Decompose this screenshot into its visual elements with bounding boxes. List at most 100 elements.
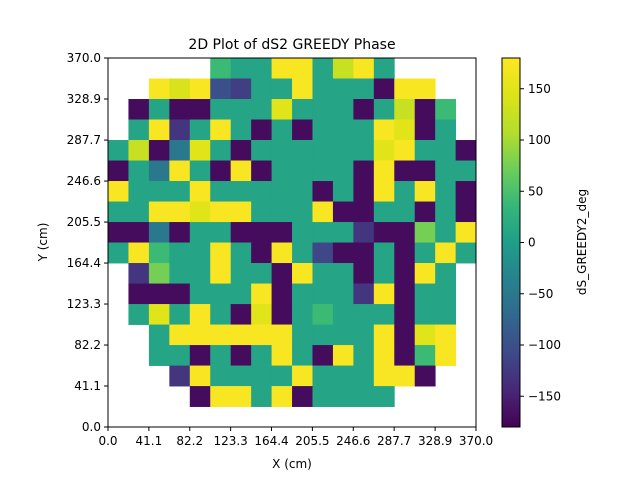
heatmap-cell [353,365,375,387]
heatmap-cell [169,119,191,141]
heatmap-cell [230,201,252,223]
heatmap-cell [455,222,477,243]
y-tick-label: 82.2 [74,338,101,352]
heatmap-cell [394,181,416,202]
heatmap-cell [251,242,272,264]
y-tick-label: 370.0 [67,51,101,65]
heatmap-cell [148,345,170,366]
heatmap-cell [394,345,416,366]
heatmap-cell [251,201,272,223]
heatmap-cell [312,386,334,407]
heatmap-cell [169,99,191,120]
heatmap-cell [230,119,252,141]
heatmap-cell [312,263,334,284]
heatmap-cell [251,140,272,161]
heatmap-cell [189,222,211,243]
heatmap-cell [169,201,191,223]
heatmap-cell [251,99,272,120]
heatmap-cell [271,201,293,223]
heatmap-cell [312,304,334,325]
heatmap-cell [251,324,272,346]
heatmap-cell [414,324,436,346]
heatmap-cell [332,201,354,223]
heatmap-cell [373,304,395,325]
heatmap-cells [108,58,477,407]
heatmap-cell [394,78,416,100]
y-tick-label: 287.7 [67,133,101,147]
heatmap-cell [128,140,150,161]
heatmap-cell [292,242,313,264]
heatmap-cell [414,78,436,100]
heatmap-cell [332,283,354,305]
heatmap-cell [353,119,375,141]
heatmap-cell [230,181,252,202]
heatmap-cell [169,345,191,366]
x-tick-label: 287.7 [377,434,411,448]
colorbar-tick-label: 50 [528,184,543,198]
x-axis-label: X (cm) [272,457,312,471]
heatmap-cell [271,181,293,202]
x-tick-label: 41.1 [136,434,163,448]
heatmap-cell [455,201,477,223]
heatmap-cell [332,386,354,407]
heatmap-cell [332,222,354,243]
heatmap-cell [169,181,191,202]
heatmap-cell [210,263,232,284]
heatmap-cell [332,181,354,202]
heatmap-cell [271,283,293,305]
heatmap-cell [455,181,477,202]
heatmap-cell [414,365,436,387]
heatmap-cell [210,345,232,366]
heatmap-cell [148,242,170,264]
heatmap-cell [373,201,395,223]
heatmap-cell [373,345,395,366]
heatmap-cell [251,365,272,387]
heatmap-cell [332,160,354,182]
heatmap-cell [251,181,272,202]
heatmap-cell [271,99,293,120]
heatmap-cell [292,324,313,346]
heatmap-cell [373,324,395,346]
heatmap-cell [230,140,252,161]
heatmap-cell [148,304,170,325]
heatmap-cell [312,160,334,182]
heatmap-cell [128,119,150,141]
x-tick-label: 205.5 [295,434,329,448]
heatmap-cell [414,222,436,243]
heatmap-cell [148,283,170,305]
heatmap-cell [251,283,272,305]
heatmap-cell [189,386,211,407]
heatmap-cell [128,181,150,202]
y-tick-label: 0.0 [82,420,101,434]
y-tick-label: 41.1 [74,379,101,393]
heatmap-cell [312,324,334,346]
heatmap-cell [292,222,313,243]
heatmap-cell [292,140,313,161]
heatmap-cell [435,324,457,346]
heatmap-cell [414,201,436,223]
heatmap-cell [332,324,354,346]
heatmap-cell [312,58,334,79]
heatmap-cell [435,304,457,325]
x-tick-label: 0.0 [98,434,117,448]
heatmap-cell [271,78,293,100]
heatmap-cell [373,263,395,284]
y-tick-label: 123.3 [67,297,101,311]
heatmap-cell [373,99,395,120]
heatmap-cell [455,242,477,264]
heatmap-cell [394,140,416,161]
heatmap-cell [189,242,211,264]
heatmap-cell [189,283,211,305]
heatmap-cell [210,324,232,346]
colorbar-ticks: 150 100 50 0 −50 −100 −150 [520,82,561,403]
heatmap-cell [230,160,252,182]
heatmap-cell [373,365,395,387]
heatmap-cell [292,119,313,141]
heatmap-cell [312,140,334,161]
heatmap-cell [169,365,191,387]
heatmap-cell [353,181,375,202]
heatmap-cell [148,222,170,243]
heatmap-cell [312,345,334,366]
heatmap-cell [169,324,191,346]
